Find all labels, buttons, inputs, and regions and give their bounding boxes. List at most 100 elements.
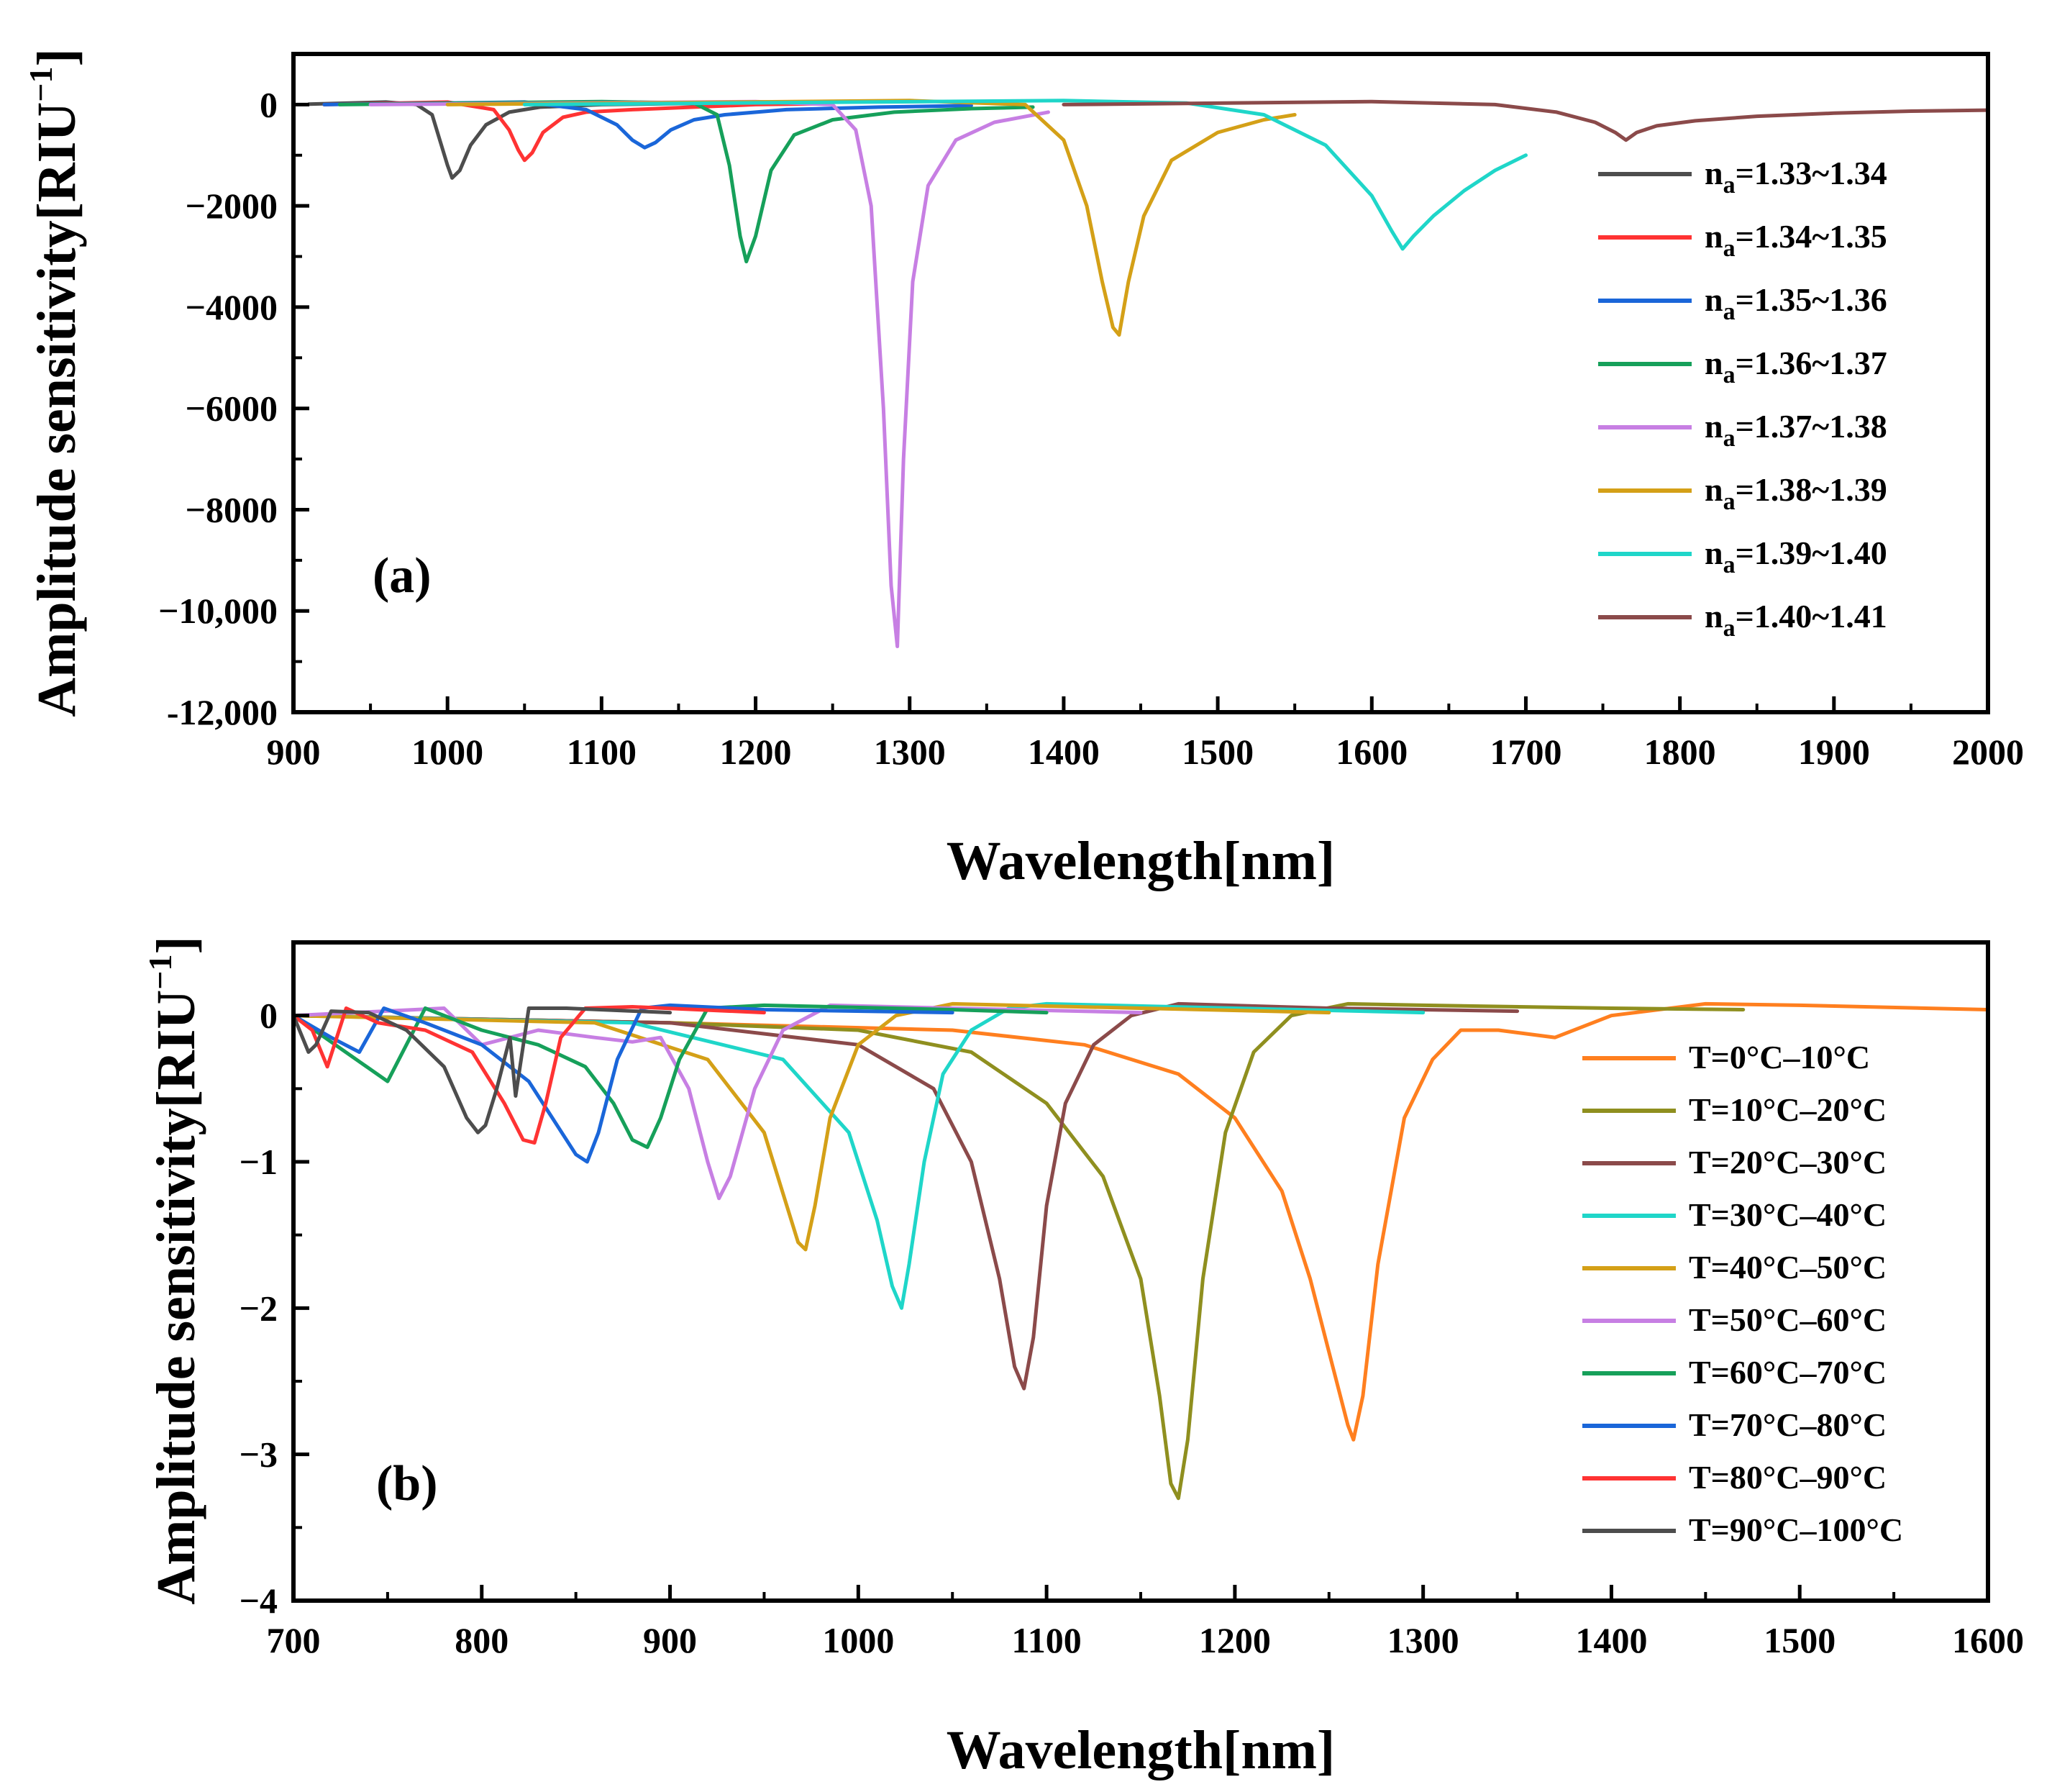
panel-b-legend: T=0°C–10°C T=10°C–20°C T=20°C–30°C T=30°C–4… (1582, 1039, 1903, 1548)
panel-a-series-line-1 (306, 100, 757, 180)
legend-label-subscript: a (1723, 235, 1736, 262)
panel-b-legend-item-6: T=50°C–60°C (1582, 1301, 1887, 1338)
panel-a-x-tick-label-1200: 1200 (720, 732, 792, 772)
panel-a-y-tick-label-1: −2000 (186, 186, 278, 226)
panel-b-legend-label-1: T=0°C–10°C (1689, 1039, 1870, 1075)
panel-b-legend-item-5: T=40°C–50°C (1582, 1249, 1887, 1286)
panel-a-plot-frame (291, 52, 1990, 714)
legend-label-subscript: a (1723, 615, 1736, 642)
panel-a-y-tick-label-0: 0 (260, 84, 278, 124)
panel-a-legend-item-5: na=1.37~1.38 (1598, 408, 1887, 452)
panel-b-legend-item-9: T=80°C–90°C (1582, 1459, 1887, 1496)
panel-a-y-tick-label-6: -12,000 (167, 692, 278, 732)
panel-a-y-tick-label-2: −4000 (186, 287, 278, 327)
panel-a-legend-label-8: na=1.40~1.41 (1705, 598, 1887, 642)
panel-b-legend-item-2: T=10°C–20°C (1582, 1091, 1887, 1128)
panel-a-legend-label-5: na=1.37~1.38 (1705, 408, 1887, 452)
legend-label-main: T=10°C–20°C (1689, 1091, 1887, 1128)
panel-b-y-axis-title-main: Amplitude sensitivity[RIU (146, 990, 206, 1605)
panel-b-legend-item-3: T=20°C–30°C (1582, 1144, 1887, 1181)
panel-b-series-line-10 (293, 1006, 672, 1134)
legend-label-main: T=80°C–90°C (1689, 1459, 1887, 1496)
legend-label-main: T=60°C–70°C (1689, 1354, 1887, 1391)
panel-a-x-tick-label-1000: 1000 (411, 732, 483, 772)
panel-b-legend-label-8: T=70°C–80°C (1689, 1406, 1887, 1443)
panel-b-x-tick-label-900: 900 (643, 1620, 697, 1660)
panel-a-legend-label-6: na=1.38~1.39 (1705, 471, 1887, 515)
legend-label-subscript: a (1723, 172, 1736, 199)
panel-a-series-line-6 (445, 99, 1297, 337)
panel-b-legend-label-6: T=50°C–60°C (1689, 1301, 1887, 1338)
legend-label-suffix: =1.40~1.41 (1736, 598, 1887, 635)
panel-b-legend-item-1: T=0°C–10°C (1582, 1039, 1870, 1075)
legend-label-main: T=0°C–10°C (1689, 1039, 1870, 1075)
legend-label-main: n (1705, 598, 1723, 635)
panel-b-x-tick-label-1500: 1500 (1764, 1620, 1836, 1660)
panel-b-x-axis-title: Wavelength[nm] (947, 1720, 1335, 1780)
panel-b-legend-label-3: T=20°C–30°C (1689, 1144, 1887, 1181)
panel-b-x-tick-label-700: 700 (267, 1620, 321, 1660)
panel-b-label: (b) (376, 1456, 438, 1511)
legend-label-main: n (1705, 281, 1723, 318)
panel-b-legend-label-5: T=40°C–50°C (1689, 1249, 1887, 1286)
panel-b-legend-item-10: T=90°C–100°C (1582, 1511, 1903, 1548)
panel-a-x-tick-label-2000: 2000 (1952, 732, 2024, 772)
panel-a-legend-item-1: na=1.33~1.34 (1598, 155, 1887, 199)
panel-b-axes: 700 800 900 1000 1100 1200 1300 1400 1500 1600 0 −1… (240, 996, 2025, 1660)
panel-a-x-tick-label-1500: 1500 (1182, 732, 1254, 772)
panel-b-series-line-9 (293, 1005, 766, 1145)
panel-a-y-tick-label-4: −8000 (186, 489, 278, 529)
panel-b-x-tick-label-1400: 1400 (1575, 1620, 1647, 1660)
panel-a-x-tick-label-1400: 1400 (1028, 732, 1100, 772)
panel-b-y-tick-label-2: −2 (240, 1288, 278, 1328)
panel-b-legend-item-7: T=60°C–70°C (1582, 1354, 1887, 1391)
panel-a-series-line-2 (322, 100, 835, 163)
panel-a-axes: 900 1000 1100 1200 1300 1400 1500 1600 1700 1800 1… (158, 84, 2024, 772)
panel-a-label: (a) (373, 548, 432, 604)
panel-a-legend-label-4: na=1.36~1.37 (1705, 345, 1887, 388)
panel-a-legend-item-2: na=1.34~1.35 (1598, 218, 1887, 262)
panel-b-y-tick-label-1: −1 (240, 1142, 278, 1182)
panel-b-x-tick-label-1200: 1200 (1199, 1620, 1271, 1660)
legend-label-suffix: =1.38~1.39 (1736, 471, 1887, 508)
legend-label-main: T=50°C–60°C (1689, 1301, 1887, 1338)
panel-b-y-tick-label-3: −3 (240, 1434, 278, 1475)
panel-b-series-line-6 (293, 1003, 1143, 1201)
panel-b-x-tick-label-1100: 1100 (1011, 1620, 1081, 1660)
panel-a-y-axis-title-sup: −1 (22, 67, 59, 102)
panel-a-x-tick-label-1900: 1900 (1798, 732, 1870, 772)
legend-label-main: n (1705, 535, 1723, 571)
panel-a-legend-item-8: na=1.40~1.41 (1598, 598, 1887, 642)
legend-label-subscript: a (1723, 552, 1736, 578)
panel-b-plot-frame (291, 940, 1990, 1603)
panel-b-y-axis-title-sup: −1 (142, 955, 178, 990)
legend-label-suffix: =1.33~1.34 (1736, 155, 1887, 191)
legend-label-main: T=70°C–80°C (1689, 1406, 1887, 1443)
panel-a-series-line-5 (368, 99, 1050, 648)
panel-a-y-axis-title: Amplitude sensitivity[RIU−1] (22, 48, 87, 717)
panel-a-series-line-3 (322, 100, 973, 150)
panel-a-series-group (306, 99, 1988, 648)
legend-label-main: n (1705, 408, 1723, 445)
legend-label-subscript: a (1723, 362, 1736, 388)
panel-a-x-tick-label-900: 900 (267, 732, 321, 772)
legend-label-main: T=20°C–30°C (1689, 1144, 1887, 1181)
panel-b-chart: 700 800 900 1000 1100 1200 1300 1400 1500 1600 0 −1… (142, 936, 2024, 1780)
panel-b-legend-item-8: T=70°C–80°C (1582, 1406, 1887, 1443)
legend-label-main: T=90°C–100°C (1689, 1511, 1903, 1548)
panel-a-y-tick-label-5: −10,000 (158, 591, 278, 631)
legend-label-suffix: =1.37~1.38 (1736, 408, 1887, 445)
panel-a-legend-label-1: na=1.33~1.34 (1705, 155, 1887, 199)
panel-b-y-axis-title-close: ] (146, 936, 206, 954)
panel-a-legend: na=1.33~1.34na=1.34~1.35na=1.35~1.36na=1… (1598, 155, 1887, 642)
panel-a-y-axis-title-main: Amplitude sensitivity[RIU (27, 102, 87, 717)
panel-b-legend-label-10: T=90°C–100°C (1689, 1511, 1903, 1548)
legend-label-subscript: a (1723, 425, 1736, 452)
panel-b-series-line-5 (293, 1001, 1331, 1252)
panel-a-legend-item-6: na=1.38~1.39 (1598, 471, 1887, 515)
legend-label-subscript: a (1723, 488, 1736, 515)
legend-label-suffix: =1.34~1.35 (1736, 218, 1887, 255)
legend-label-main: T=30°C–40°C (1689, 1196, 1887, 1233)
panel-a-legend-label-7: na=1.39~1.40 (1705, 535, 1887, 578)
